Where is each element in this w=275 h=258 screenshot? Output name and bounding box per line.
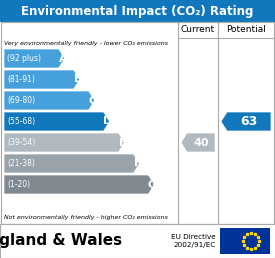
Text: B: B xyxy=(73,75,82,85)
Bar xyxy=(0,0,275,22)
Text: D: D xyxy=(103,117,112,126)
Polygon shape xyxy=(4,133,125,152)
Text: Environmental Impact (CO₂) Rating: Environmental Impact (CO₂) Rating xyxy=(21,4,254,18)
Bar xyxy=(0,224,275,258)
Polygon shape xyxy=(4,49,65,68)
Text: C: C xyxy=(89,95,97,106)
Text: A: A xyxy=(59,53,67,63)
Bar xyxy=(1,22,274,224)
Text: Very environmentally friendly - lower CO₂ emissions: Very environmentally friendly - lower CO… xyxy=(4,42,168,46)
Text: (1-20): (1-20) xyxy=(7,180,30,189)
Bar xyxy=(0,224,275,258)
Text: 63: 63 xyxy=(240,115,258,128)
Polygon shape xyxy=(181,133,215,152)
Polygon shape xyxy=(4,112,110,131)
Polygon shape xyxy=(221,112,271,131)
Text: (21-38): (21-38) xyxy=(7,159,35,168)
Text: England & Wales: England & Wales xyxy=(0,233,122,248)
Text: 40: 40 xyxy=(193,138,209,148)
Text: (92 plus): (92 plus) xyxy=(7,54,41,63)
Text: E: E xyxy=(119,138,126,148)
Polygon shape xyxy=(4,70,80,89)
Polygon shape xyxy=(4,91,95,110)
Text: (55-68): (55-68) xyxy=(7,117,35,126)
Polygon shape xyxy=(4,175,155,194)
Text: Current: Current xyxy=(181,26,215,35)
Text: EU Directive
2002/91/EC: EU Directive 2002/91/EC xyxy=(171,234,216,248)
Text: F: F xyxy=(134,158,141,168)
Text: G: G xyxy=(148,180,157,189)
Text: (81-91): (81-91) xyxy=(7,75,35,84)
Text: (39-54): (39-54) xyxy=(7,138,35,147)
Polygon shape xyxy=(4,154,139,173)
Text: Not environmentally friendly - higher CO₂ emissions: Not environmentally friendly - higher CO… xyxy=(4,215,168,221)
Bar xyxy=(220,228,270,254)
Text: Potential: Potential xyxy=(226,26,266,35)
Text: (69-80): (69-80) xyxy=(7,96,35,105)
